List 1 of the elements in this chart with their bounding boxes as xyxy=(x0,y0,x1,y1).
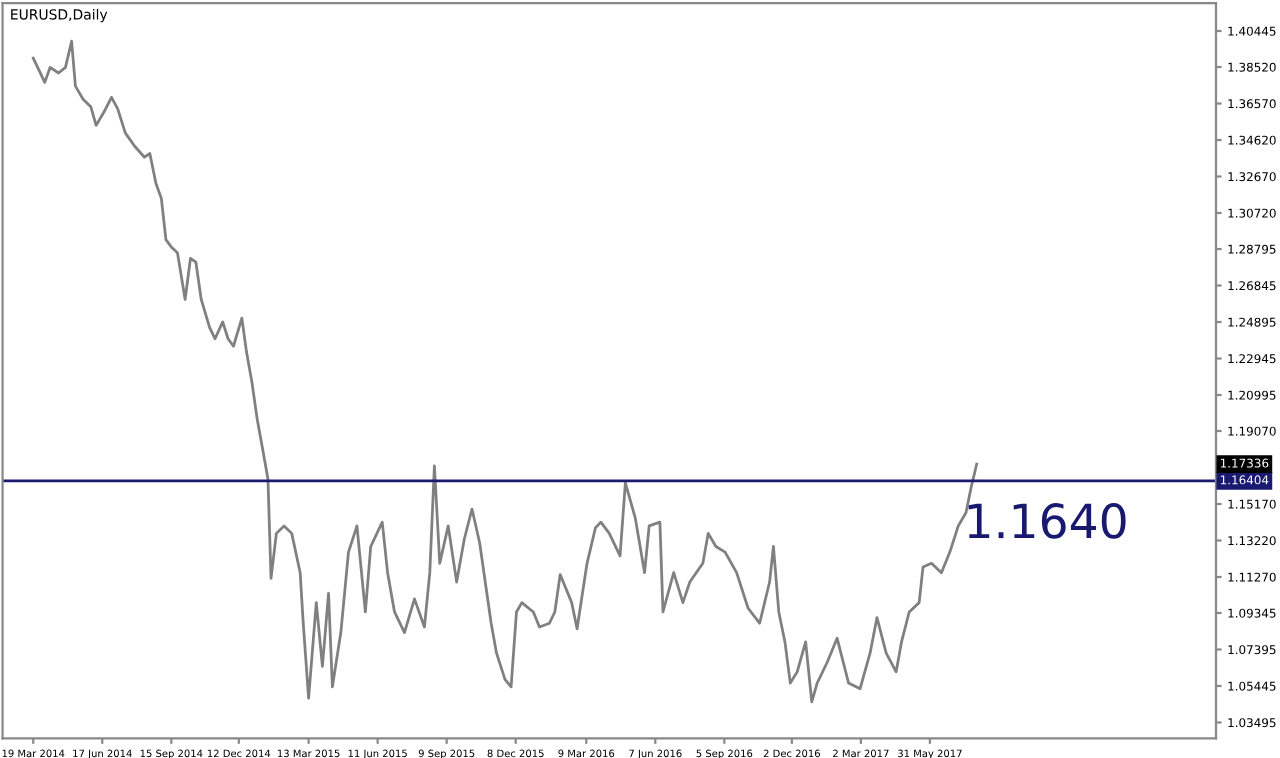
annotation: 1.1640 xyxy=(968,503,1126,539)
